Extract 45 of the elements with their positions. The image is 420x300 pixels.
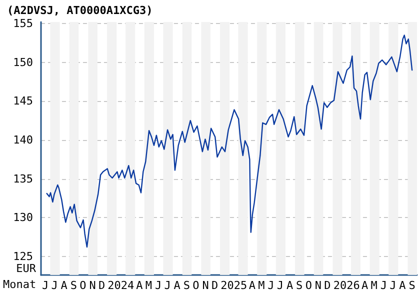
- y-tick-label: 145: [13, 94, 33, 108]
- x-tick-label: J: [390, 279, 396, 292]
- y-axis-title: EUR: [16, 262, 36, 275]
- x-axis-title: Monat: [2, 278, 36, 291]
- x-tick-label: J: [154, 279, 162, 292]
- x-tick-label: A: [60, 279, 68, 292]
- y-tick-label: 155: [13, 17, 33, 30]
- x-tick-label: M: [258, 279, 266, 292]
- x-tick-label: N: [202, 279, 209, 292]
- x-tick-label: J: [51, 279, 58, 292]
- line-series: [46, 34, 413, 248]
- x-tick-label: N: [314, 279, 322, 292]
- x-tick-label: A: [286, 279, 294, 292]
- y-tick-label: 140: [13, 133, 33, 146]
- x-tick-label: D: [98, 279, 106, 292]
- x-tick-label: 2026: [333, 279, 360, 292]
- x-tick-label: D: [211, 279, 218, 292]
- x-tick-label: J: [164, 279, 171, 292]
- x-tick-label: S: [408, 279, 416, 292]
- x-tick-label: A: [136, 279, 144, 292]
- chart-title: (A2DVSJ, AT0000A1XCG3): [7, 4, 153, 17]
- x-tick-label: A: [362, 279, 369, 292]
- x-tick-label: 2024: [108, 279, 135, 292]
- x-tick-label: J: [276, 279, 284, 292]
- x-tick-label: O: [80, 279, 86, 292]
- x-tick-label: N: [89, 279, 96, 292]
- x-tick-label: M: [145, 279, 152, 292]
- x-tick-label: A: [399, 279, 406, 292]
- x-tick-label: D: [324, 279, 331, 292]
- x-tick-label: J: [380, 279, 387, 292]
- x-tick-label: 2025: [220, 279, 248, 292]
- y-tick-label: 135: [13, 172, 33, 186]
- y-tick-label: 125: [13, 250, 33, 263]
- x-tick-label: A: [248, 279, 256, 292]
- y-tick-label: 150: [13, 56, 33, 69]
- y-tick-label: 130: [13, 211, 33, 224]
- x-tick-label: A: [174, 279, 181, 292]
- x-tick-label: S: [70, 279, 78, 292]
- x-tick-label: J: [42, 279, 49, 292]
- x-tick-label: J: [268, 279, 274, 292]
- x-tick-label: S: [296, 279, 303, 292]
- x-tick-label: S: [183, 279, 190, 292]
- x-tick-label: M: [370, 279, 378, 292]
- x-tick-label: O: [305, 279, 312, 292]
- x-tick-label: O: [192, 279, 200, 292]
